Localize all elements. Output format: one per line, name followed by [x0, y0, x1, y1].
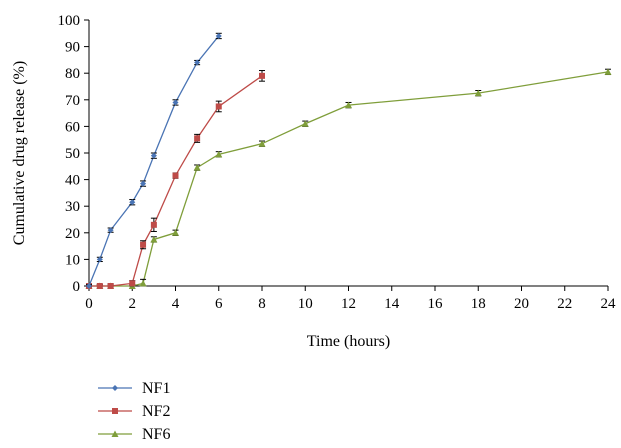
x-tick-label: 22	[557, 296, 572, 312]
x-tick-label: 12	[341, 296, 356, 312]
x-tick-label: 18	[471, 296, 486, 312]
data-point	[112, 385, 118, 391]
data-point	[111, 430, 119, 437]
data-point	[474, 89, 482, 97]
x-tick-label: 8	[258, 296, 266, 312]
y-tick-label: 60	[65, 119, 80, 135]
data-point	[172, 99, 179, 106]
data-point	[107, 227, 114, 234]
data-point	[301, 120, 309, 127]
data-point	[258, 140, 266, 147]
data-point	[140, 241, 147, 248]
y-tick-label: 80	[65, 66, 80, 82]
data-point	[194, 59, 201, 66]
series-line	[89, 75, 263, 287]
data-point	[86, 283, 92, 289]
data-point	[139, 279, 147, 287]
data-point	[345, 101, 352, 109]
data-point	[172, 229, 179, 236]
x-axis: 0 2 4 6 8 10 12 14 16 18 20 22 24	[85, 285, 617, 312]
legend-label: NF2	[142, 403, 170, 420]
series-nf6	[85, 68, 612, 289]
legend-item-nf2: NF2	[98, 403, 170, 420]
x-tick-label: 6	[215, 296, 223, 312]
data-point	[172, 172, 179, 179]
y-tick-label: 50	[65, 146, 80, 162]
data-point	[604, 68, 612, 75]
legend-label: NF6	[142, 426, 170, 443]
series-line	[88, 35, 220, 287]
data-point	[129, 280, 136, 287]
x-tick-label: 2	[129, 296, 137, 312]
data-point	[129, 199, 136, 206]
x-tick-label: 16	[428, 296, 444, 312]
x-tick-label: 10	[298, 296, 313, 312]
x-tick-label: 4	[172, 296, 180, 312]
data-point	[150, 152, 157, 159]
x-axis-title: Time (hours)	[307, 333, 390, 350]
y-tick-label: 0	[73, 279, 81, 295]
data-point	[215, 32, 222, 39]
data-point	[150, 221, 157, 228]
legend-item-nf6: NF6	[98, 426, 170, 443]
series-nf2	[86, 70, 265, 289]
data-point	[215, 150, 223, 158]
data-point	[112, 408, 118, 414]
y-tick-label: 40	[65, 173, 80, 189]
data-point	[193, 164, 201, 171]
data-point	[96, 283, 103, 289]
series-nf1	[86, 32, 222, 289]
x-tick-label: 0	[85, 296, 93, 312]
legend: NF1 NF2 NF6	[98, 380, 170, 443]
y-axis: 0 10 20 30 40 50 60 70 80 90 100	[58, 13, 90, 295]
series-container	[85, 32, 612, 289]
y-tick-label: 10	[65, 252, 80, 268]
y-tick-label: 70	[65, 93, 80, 109]
x-tick-label: 24	[601, 296, 617, 312]
data-point	[215, 103, 222, 110]
data-point	[140, 180, 147, 187]
y-tick-label: 30	[65, 199, 80, 215]
x-tick-label: 20	[514, 296, 529, 312]
data-point	[194, 135, 201, 142]
data-point	[150, 235, 158, 243]
data-point	[107, 283, 114, 289]
legend-label: NF1	[142, 380, 170, 397]
data-point	[259, 72, 265, 79]
y-tick-label: 100	[58, 13, 81, 29]
y-tick-label: 90	[65, 40, 80, 56]
y-tick-label: 20	[65, 226, 80, 242]
legend-item-nf1: NF1	[98, 380, 170, 397]
y-axis-title: Cumulative drug release (%)	[11, 61, 28, 245]
data-point	[96, 256, 103, 263]
x-tick-label: 14	[384, 296, 400, 312]
